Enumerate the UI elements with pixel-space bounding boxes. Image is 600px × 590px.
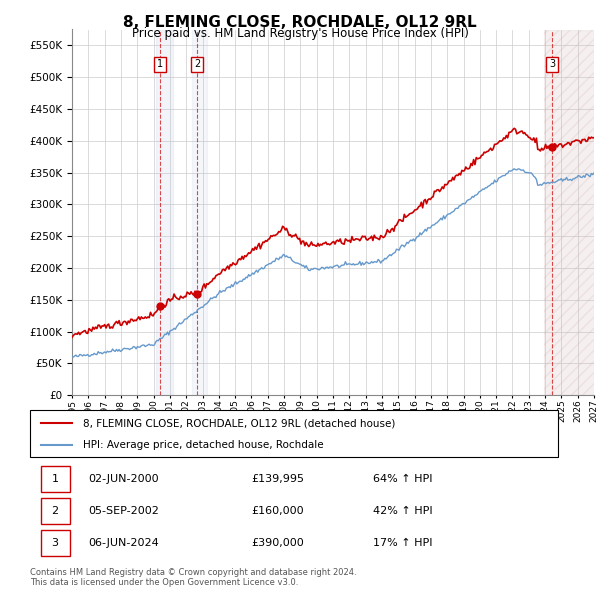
Text: £160,000: £160,000 — [252, 506, 304, 516]
Text: 2: 2 — [52, 506, 59, 516]
Bar — [544, 30, 594, 395]
Text: 06-JUN-2024: 06-JUN-2024 — [88, 538, 159, 548]
Bar — [155, 30, 173, 395]
Text: Price paid vs. HM Land Registry's House Price Index (HPI): Price paid vs. HM Land Registry's House … — [131, 27, 469, 40]
Text: 3: 3 — [549, 60, 555, 70]
Text: 05-SEP-2002: 05-SEP-2002 — [88, 506, 159, 516]
Bar — [192, 30, 207, 395]
FancyBboxPatch shape — [41, 498, 70, 525]
Bar — [544, 30, 594, 395]
Text: 1: 1 — [157, 60, 163, 70]
Text: 02-JUN-2000: 02-JUN-2000 — [88, 474, 159, 484]
Text: 3: 3 — [52, 538, 59, 548]
Text: This data is licensed under the Open Government Licence v3.0.: This data is licensed under the Open Gov… — [30, 578, 298, 587]
FancyBboxPatch shape — [41, 466, 70, 492]
Text: 8, FLEMING CLOSE, ROCHDALE, OL12 9RL (detached house): 8, FLEMING CLOSE, ROCHDALE, OL12 9RL (de… — [83, 418, 395, 428]
Text: £390,000: £390,000 — [252, 538, 305, 548]
Text: Contains HM Land Registry data © Crown copyright and database right 2024.: Contains HM Land Registry data © Crown c… — [30, 568, 356, 576]
Text: 2: 2 — [194, 60, 200, 70]
Text: 17% ↑ HPI: 17% ↑ HPI — [373, 538, 433, 548]
Text: 64% ↑ HPI: 64% ↑ HPI — [373, 474, 433, 484]
Text: HPI: Average price, detached house, Rochdale: HPI: Average price, detached house, Roch… — [83, 441, 323, 450]
Text: £139,995: £139,995 — [252, 474, 305, 484]
Text: 42% ↑ HPI: 42% ↑ HPI — [373, 506, 433, 516]
Text: 1: 1 — [52, 474, 59, 484]
Text: 8, FLEMING CLOSE, ROCHDALE, OL12 9RL: 8, FLEMING CLOSE, ROCHDALE, OL12 9RL — [123, 15, 477, 30]
FancyBboxPatch shape — [30, 410, 558, 457]
FancyBboxPatch shape — [41, 530, 70, 556]
